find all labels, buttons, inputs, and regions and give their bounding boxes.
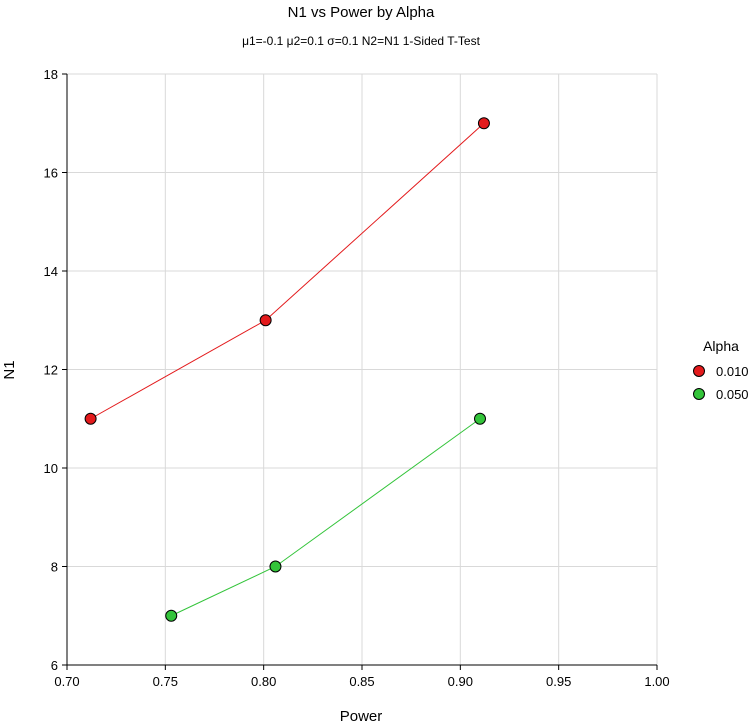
data-point <box>84 412 97 425</box>
grid-layer <box>67 73 658 665</box>
chart-subtitle: μ1=-0.1 μ2=0.1 σ=0.1 N2=N1 1-Sided T-Tes… <box>242 34 480 48</box>
legend-label: 0.010 <box>716 364 749 379</box>
legend-label: 0.050 <box>716 387 749 402</box>
data-point <box>269 560 282 573</box>
legend-title: Alpha <box>703 338 739 354</box>
legend-marker <box>693 365 705 377</box>
y-tick-label: 18 <box>44 67 58 82</box>
data-point <box>165 609 178 622</box>
x-tick-label: 0.85 <box>349 674 374 689</box>
y-tick-label: 8 <box>51 560 58 575</box>
data-point <box>259 314 272 327</box>
legend: Alpha 0.010 0.050 <box>693 338 749 402</box>
x-tick-label: 0.90 <box>448 674 473 689</box>
y-tick-label: 10 <box>44 461 58 476</box>
chart-title: N1 vs Power by Alpha <box>288 4 435 21</box>
series-line <box>171 418 481 617</box>
x-tick-label: 0.80 <box>251 674 276 689</box>
x-tick-label: 0.95 <box>546 674 571 689</box>
axis-layer: 0.70 0.75 0.80 0.85 0.90 0.95 1.00 6 8 10 12 14 16 18 <box>44 67 670 689</box>
y-tick-label: 6 <box>51 658 58 673</box>
y-axis-label: N1 <box>1 360 18 379</box>
y-tick-label: 12 <box>44 363 58 378</box>
data-point <box>477 117 490 130</box>
x-axis-label: Power <box>340 708 383 725</box>
y-tick-label: 14 <box>44 264 58 279</box>
x-tick-label: 0.70 <box>54 674 79 689</box>
y-tick-label: 16 <box>44 166 58 181</box>
legend-marker <box>693 388 705 400</box>
data-point <box>474 412 486 425</box>
x-tick-label: 1.00 <box>644 674 669 689</box>
series-layer <box>84 117 490 622</box>
x-tick-label: 0.75 <box>153 674 178 689</box>
